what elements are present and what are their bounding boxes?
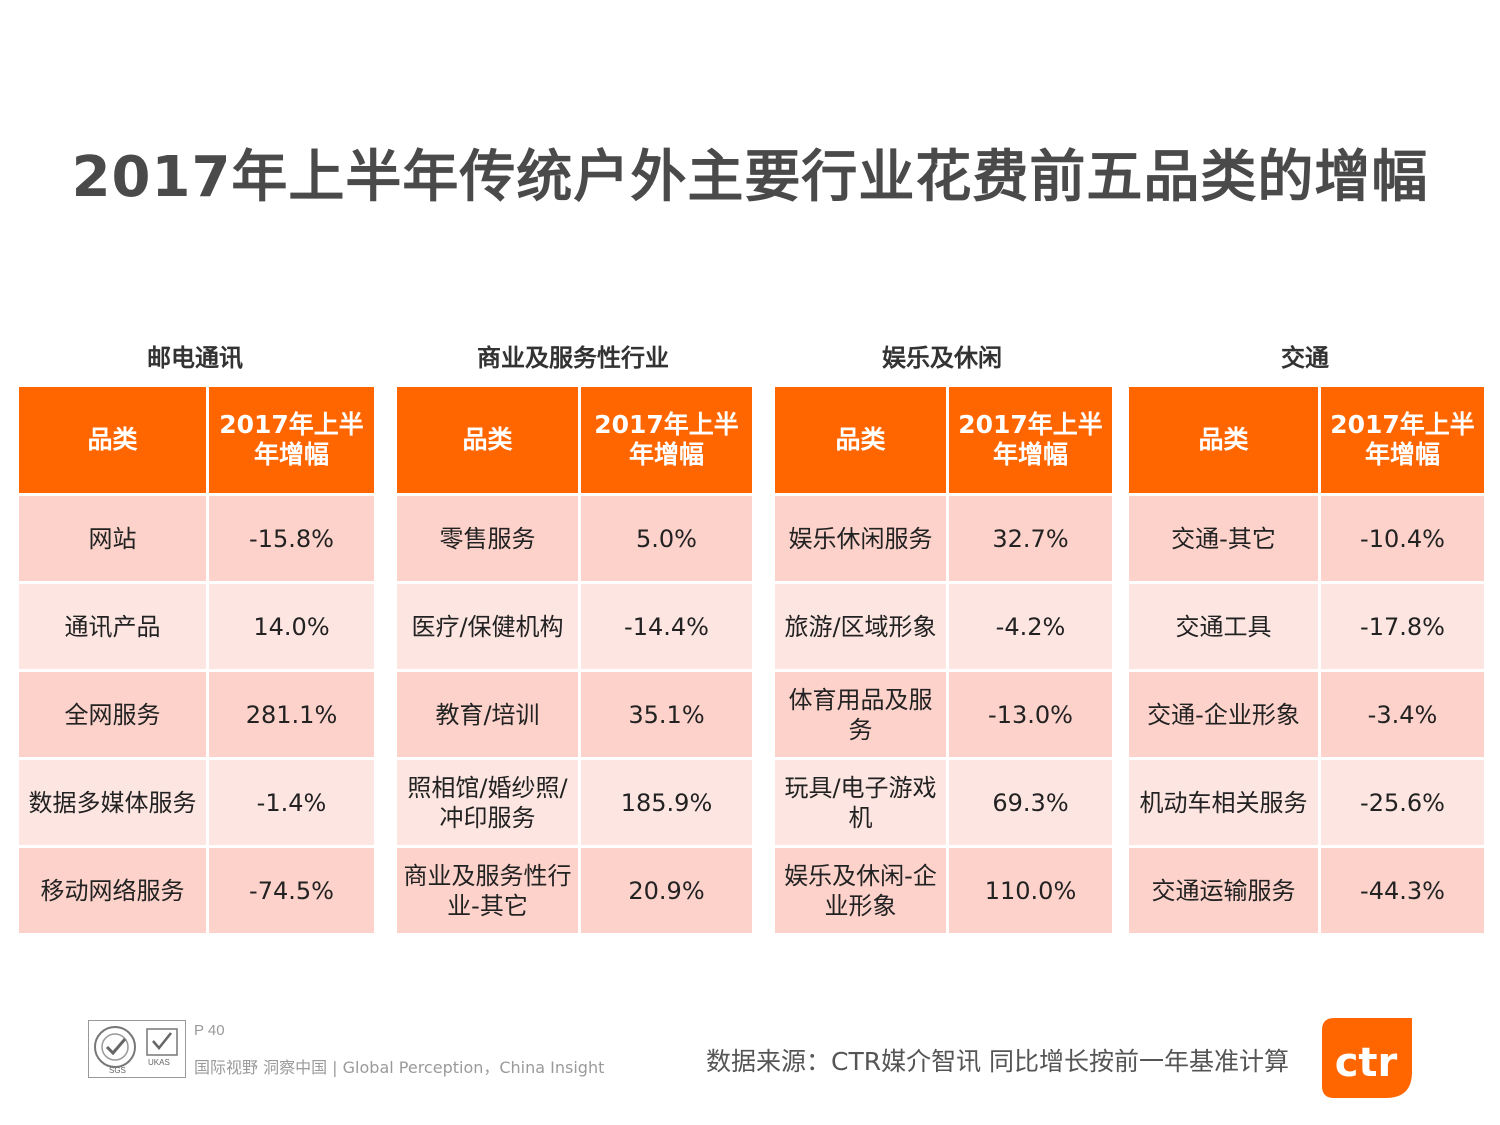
column-header-growth: 2017年上半年增幅: [1318, 384, 1487, 496]
growth-cell: 69.3%: [946, 757, 1115, 848]
growth-cell: -25.6%: [1318, 757, 1487, 848]
growth-cell: 281.1%: [206, 669, 377, 760]
page-title: 2017年上半年传统户外主要行业花费前五品类的增幅: [71, 145, 1429, 210]
panel-heading: 邮电通讯: [147, 344, 243, 372]
growth-cell: 32.7%: [946, 493, 1115, 584]
growth-cell: 20.9%: [578, 845, 755, 936]
category-cell: 通讯产品: [16, 581, 209, 672]
column-header-category: 品类: [16, 384, 209, 496]
table-row: 通讯产品 14.0%: [16, 581, 377, 672]
certification-logo: SGS UKAS: [88, 1020, 186, 1078]
growth-cell: -4.2%: [946, 581, 1115, 672]
tagline: 国际视野 洞察中国 | Global Perception，China Insi…: [194, 1058, 605, 1077]
growth-cell: -14.4%: [578, 581, 755, 672]
table-row: 数据多媒体服务 -1.4%: [16, 757, 377, 848]
growth-cell: 185.9%: [578, 757, 755, 848]
table-row: 体育用品及服务 -13.0%: [772, 669, 1115, 760]
category-cell: 照相馆/婚纱照/冲印服务: [394, 757, 581, 848]
growth-cell: 14.0%: [206, 581, 377, 672]
column-header-category: 品类: [1126, 384, 1321, 496]
growth-cell: -10.4%: [1318, 493, 1487, 584]
growth-cell: -1.4%: [206, 757, 377, 848]
growth-table: 品类 2017年上半年增幅 娱乐休闲服务 32.7% 旅游/区域形象 -4.2% 体育…: [772, 384, 1115, 936]
page-number: P 40: [194, 1022, 225, 1039]
category-cell: 交通-企业形象: [1126, 669, 1321, 760]
sgs-certification-icon: SGS UKAS: [94, 1026, 178, 1075]
panel-telecom: 邮电通讯 品类 2017年上半年增幅 网站 -15.8% 通讯产品 14.0% 全网服…: [16, 338, 377, 936]
column-header-growth: 2017年上半年增幅: [206, 384, 377, 496]
panel-heading: 商业及服务性行业: [477, 344, 669, 372]
data-source-note: 数据来源：CTR媒介智讯 同比增长按前一年基准计算: [706, 1047, 1290, 1076]
growth-cell: -44.3%: [1318, 845, 1487, 936]
panel-heading: 交通: [1281, 344, 1329, 372]
table-row: 机动车相关服务 -25.6%: [1126, 757, 1487, 848]
category-cell: 零售服务: [394, 493, 581, 584]
table-row: 照相馆/婚纱照/冲印服务 185.9%: [394, 757, 755, 848]
column-header-category: 品类: [772, 384, 949, 496]
category-cell: 交通工具: [1126, 581, 1321, 672]
table-row: 玩具/电子游戏机 69.3%: [772, 757, 1115, 848]
table-row: 零售服务 5.0%: [394, 493, 755, 584]
table-row: 医疗/保健机构 -14.4%: [394, 581, 755, 672]
category-cell: 医疗/保健机构: [394, 581, 581, 672]
svg-text:ctr: ctr: [1335, 1040, 1398, 1086]
category-cell: 移动网络服务: [16, 845, 209, 936]
column-header-growth: 2017年上半年增幅: [946, 384, 1115, 496]
category-cell: 交通-其它: [1126, 493, 1321, 584]
column-header-growth: 2017年上半年增幅: [578, 384, 755, 496]
table-row: 交通工具 -17.8%: [1126, 581, 1487, 672]
table-row: 教育/培训 35.1%: [394, 669, 755, 760]
table-row: 娱乐休闲服务 32.7%: [772, 493, 1115, 584]
category-cell: 旅游/区域形象: [772, 581, 949, 672]
growth-cell: -15.8%: [206, 493, 377, 584]
table-row: 娱乐及休闲-企业形象 110.0%: [772, 845, 1115, 936]
category-cell: 交通运输服务: [1126, 845, 1321, 936]
table-row: 交通-企业形象 -3.4%: [1126, 669, 1487, 760]
growth-table: 品类 2017年上半年增幅 交通-其它 -10.4% 交通工具 -17.8% 交通-企…: [1126, 384, 1487, 936]
table-row: 全网服务 281.1%: [16, 669, 377, 760]
growth-cell: -17.8%: [1318, 581, 1487, 672]
category-cell: 娱乐及休闲-企业形象: [772, 845, 949, 936]
ctr-logo: ctr: [1320, 1012, 1416, 1104]
category-cell: 娱乐休闲服务: [772, 493, 949, 584]
category-cell: 网站: [16, 493, 209, 584]
growth-table: 品类 2017年上半年增幅 零售服务 5.0% 医疗/保健机构 -14.4% 教育/培…: [394, 384, 755, 936]
category-cell: 数据多媒体服务: [16, 757, 209, 848]
category-cell: 体育用品及服务: [772, 669, 949, 760]
category-cell: 全网服务: [16, 669, 209, 760]
category-cell: 商业及服务性行业-其它: [394, 845, 581, 936]
table-row: 移动网络服务 -74.5%: [16, 845, 377, 936]
growth-table: 品类 2017年上半年增幅 网站 -15.8% 通讯产品 14.0% 全网服务 281.…: [16, 384, 377, 936]
growth-cell: 5.0%: [578, 493, 755, 584]
panel-business-services: 商业及服务性行业 品类 2017年上半年增幅 零售服务 5.0% 医疗/保健机构 -1…: [394, 338, 755, 936]
growth-cell: 110.0%: [946, 845, 1115, 936]
growth-cell: -3.4%: [1318, 669, 1487, 760]
growth-cell: 35.1%: [578, 669, 755, 760]
panel-transport: 交通 品类 2017年上半年增幅 交通-其它 -10.4% 交通工具 -17.8% 交…: [1126, 338, 1487, 936]
ctr-logo-icon: ctr: [1322, 1018, 1412, 1098]
svg-text:UKAS: UKAS: [148, 1058, 170, 1067]
table-row: 旅游/区域形象 -4.2%: [772, 581, 1115, 672]
category-cell: 玩具/电子游戏机: [772, 757, 949, 848]
category-cell: 教育/培训: [394, 669, 581, 760]
panel-entertainment: 娱乐及休闲 品类 2017年上半年增幅 娱乐休闲服务 32.7% 旅游/区域形象 -4…: [772, 338, 1115, 936]
growth-cell: -74.5%: [206, 845, 377, 936]
table-row: 商业及服务性行业-其它 20.9%: [394, 845, 755, 936]
panel-heading: 娱乐及休闲: [882, 344, 1002, 372]
table-row: 网站 -15.8%: [16, 493, 377, 584]
category-cell: 机动车相关服务: [1126, 757, 1321, 848]
table-row: 交通-其它 -10.4%: [1126, 493, 1487, 584]
column-header-category: 品类: [394, 384, 581, 496]
table-row: 交通运输服务 -44.3%: [1126, 845, 1487, 936]
svg-text:SGS: SGS: [109, 1066, 126, 1075]
growth-cell: -13.0%: [946, 669, 1115, 760]
